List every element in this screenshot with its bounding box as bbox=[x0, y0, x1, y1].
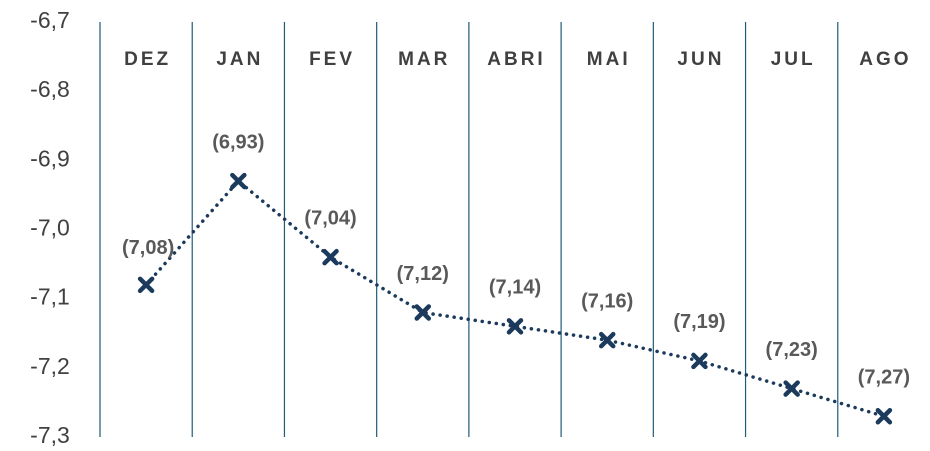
data-label: (7,12) bbox=[397, 263, 449, 285]
point-marker bbox=[137, 276, 155, 294]
y-tick-label: -7,0 bbox=[30, 215, 70, 241]
point-marker bbox=[691, 352, 708, 370]
point-marker bbox=[230, 172, 247, 190]
y-tick-label: -7,3 bbox=[30, 422, 70, 448]
data-label: (7,08) bbox=[122, 237, 174, 259]
data-label: (7,16) bbox=[581, 290, 633, 312]
point-marker bbox=[414, 304, 432, 321]
series-line bbox=[144, 178, 886, 418]
data-label: (7,04) bbox=[304, 207, 356, 229]
data-label: (7,27) bbox=[858, 367, 910, 389]
point-marker bbox=[506, 318, 524, 335]
y-tick-label: -7,2 bbox=[30, 353, 70, 379]
x-tick-label: AGO bbox=[859, 49, 911, 70]
x-tick-label: MAI bbox=[587, 49, 631, 70]
data-label: (7,19) bbox=[673, 311, 725, 333]
y-tick-label: -6,9 bbox=[30, 145, 70, 171]
point-marker bbox=[598, 331, 616, 349]
x-tick-label: MAR bbox=[398, 49, 450, 70]
data-label: (7,14) bbox=[489, 277, 541, 299]
point-marker bbox=[322, 248, 339, 266]
x-tick-label: DEZ bbox=[124, 49, 171, 70]
y-tick-label: -6,7 bbox=[30, 7, 70, 33]
point-marker bbox=[783, 380, 800, 397]
x-tick-label: FEV bbox=[309, 49, 355, 70]
x-tick-label: JUL bbox=[771, 49, 816, 70]
y-tick-label: -7,1 bbox=[30, 284, 70, 310]
point-marker bbox=[875, 408, 893, 425]
data-label: (6,93) bbox=[212, 131, 264, 153]
data-label: (7,23) bbox=[766, 339, 818, 361]
x-tick-label: JAN bbox=[216, 49, 263, 70]
x-tick-label: JUN bbox=[677, 49, 724, 70]
x-tick-label: ABRI bbox=[487, 49, 545, 70]
y-tick-label: -6,8 bbox=[30, 76, 70, 102]
